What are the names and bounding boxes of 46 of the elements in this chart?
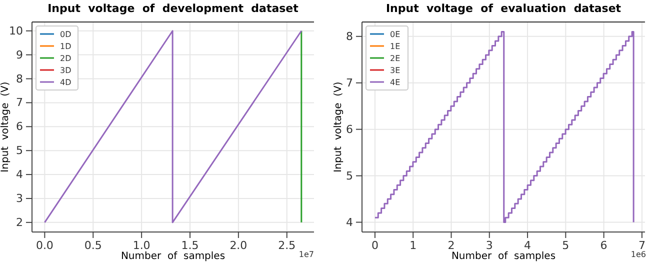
- x-tick-label: 6: [600, 238, 608, 252]
- chart-title: Input voltage of development dataset: [48, 2, 298, 15]
- y-tick-label: 10: [9, 24, 23, 38]
- y-tick-label: 9: [16, 48, 23, 62]
- y-tick-label: 8: [16, 72, 23, 86]
- y-tick-label: 2: [16, 216, 23, 229]
- y-tick-label: 7: [346, 76, 353, 90]
- legend-label: 2D: [60, 54, 72, 63]
- legend-label: 2E: [390, 54, 400, 63]
- legend-label: 3D: [60, 66, 72, 75]
- legend-label: 3E: [390, 66, 400, 75]
- x-axis-title: Number of samples: [451, 251, 556, 262]
- x-tick-label: 2.5: [278, 238, 296, 252]
- y-tick-label: 8: [346, 30, 353, 43]
- legend-label: 1D: [60, 42, 72, 51]
- legend-label: 0D: [60, 30, 72, 39]
- text: 1e6: [630, 250, 646, 259]
- legend-label: 1E: [390, 42, 400, 51]
- legend-label: 4E: [390, 78, 400, 87]
- y-tick-label: 5: [346, 169, 353, 182]
- x-tick-label: 5: [562, 238, 570, 252]
- x-tick-label: 1: [410, 238, 417, 252]
- y-tick-label: 5: [16, 144, 23, 158]
- y-tick-label: 4: [16, 168, 23, 182]
- y-tick-label: 7: [16, 96, 23, 110]
- x-tick-label: 2.0: [230, 238, 248, 252]
- x-tick-label: 0: [371, 238, 378, 252]
- x-tick-label: 4: [524, 238, 532, 252]
- legend-label: 4D: [60, 78, 72, 87]
- x-tick-label: 7: [638, 238, 646, 252]
- text: 1e7: [298, 250, 314, 259]
- y-axis-title: Input voltage (V): [0, 82, 11, 172]
- x-tick-label: 2: [448, 238, 455, 252]
- x-tick-label: 0.5: [84, 238, 102, 252]
- x-axis-title: Number of samples: [120, 251, 226, 262]
- y-tick-label: 3: [16, 192, 23, 205]
- x-tick-label: 1.5: [181, 238, 199, 252]
- y-tick-label: 6: [346, 122, 353, 136]
- legend-label: 0E: [390, 30, 400, 39]
- y-axis-title: Input voltage (V): [333, 82, 344, 172]
- y-tick-label: 4: [346, 216, 353, 229]
- chart-title: Input voltage of evaluation dataset: [386, 2, 622, 15]
- x-tick-label: 0.0: [36, 238, 54, 252]
- x-tick-label: 1.0: [132, 238, 150, 252]
- y-tick-label: 6: [16, 120, 23, 134]
- x-tick-label: 3: [486, 238, 493, 252]
